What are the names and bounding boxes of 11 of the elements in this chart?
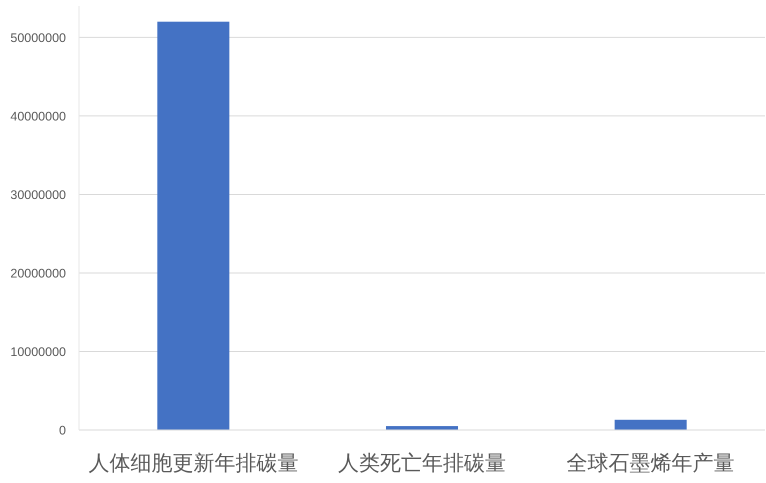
y-tick-label: 10000000 — [10, 344, 66, 359]
bar — [157, 22, 230, 430]
bar — [614, 420, 687, 430]
y-tick-label: 40000000 — [10, 109, 66, 124]
y-tick-label: 50000000 — [10, 30, 66, 45]
x-tick-label: 人体细胞更新年排碳量 — [88, 451, 298, 475]
x-tick-label: 全球石墨烯年产量 — [566, 451, 735, 475]
y-tick-label: 0 — [59, 424, 66, 438]
y-tick-label: 20000000 — [10, 266, 66, 280]
y-tick-label: 30000000 — [10, 188, 66, 202]
x-tick-label: 人类死亡年排碳量 — [338, 451, 506, 475]
